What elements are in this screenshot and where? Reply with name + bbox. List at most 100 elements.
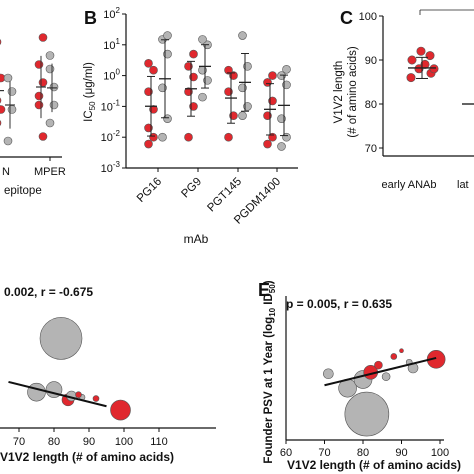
panel-e-x-tick-label: 70 — [318, 447, 330, 459]
panel-b-point — [149, 65, 158, 75]
panel-b-y-tick-label: 102 — [103, 6, 120, 21]
panel-e: E p = 0.005, r = 0.635 60 70 80 90 100 Found… — [258, 280, 461, 472]
panel-b-y-tick-label: 101 — [103, 37, 120, 52]
panel-e-x-tick-label: 80 — [357, 447, 369, 459]
panel-d-x-tick-label: 70 — [13, 436, 25, 448]
panel-a-point — [49, 82, 59, 92]
panel-c-y-tick-label: 80 — [365, 99, 377, 111]
panel-e-point — [344, 391, 390, 437]
panel-a-x-label: epitope — [4, 185, 42, 197]
panel-b-point — [238, 31, 247, 40]
panel-c-point — [429, 64, 439, 74]
panel-b-point — [184, 132, 193, 142]
panel-d-x-tick-label: 100 — [115, 436, 133, 448]
panel-c: C 70 80 90 100 V1V2 length (# of amino acid… — [333, 8, 474, 191]
panel-a-point — [34, 91, 44, 101]
panel-a-category-label: MPER — [34, 166, 66, 178]
panel-a-point — [38, 33, 48, 42]
panel-b-point — [163, 31, 172, 40]
panel-e-annotation: p = 0.005, r = 0.635 — [286, 297, 392, 311]
panel-b-point — [144, 139, 153, 149]
panel-a-point — [7, 87, 17, 96]
panel-b-y-tick-label: 10-3 — [101, 160, 121, 175]
panel-b-x-label: mAb — [184, 232, 209, 246]
panel-e-x-tick-label: 100 — [431, 447, 449, 459]
panel-a-points — [0, 33, 59, 146]
panel-b-point — [224, 65, 233, 75]
panel-b-y-label: IC50 (μg/ml) — [83, 62, 97, 122]
panel-e-axes: 60 70 80 90 100 — [280, 296, 449, 459]
panel-c-category-label: lat — [457, 179, 469, 191]
panel-d-axes: 70 80 90 100 110 — [0, 427, 216, 448]
panel-a-point — [34, 100, 44, 110]
panel-b-point — [189, 49, 198, 59]
panel-d-point — [75, 391, 82, 399]
panel-a-point — [0, 119, 2, 127]
panel-e-x-tick-label: 90 — [395, 447, 407, 459]
panel-b-point — [282, 65, 291, 74]
panel-e-letter: E — [258, 280, 270, 300]
panel-a-point — [38, 132, 48, 141]
panel-e-point — [399, 348, 404, 354]
panel-b-point — [158, 132, 167, 142]
panel-b-point — [268, 71, 277, 80]
panel-b-point — [277, 142, 286, 151]
panel-a-point — [0, 105, 6, 114]
panel-c-axes: 70 80 90 100 — [359, 11, 474, 157]
panel-a-point — [38, 78, 48, 87]
panel-d-x-tick-label: 90 — [83, 436, 95, 448]
panel-a-point — [3, 73, 13, 83]
panel-c-letter: C — [340, 8, 353, 28]
panel-a-point — [45, 51, 55, 60]
panel-b-point — [198, 35, 207, 44]
panel-e-y-label: Founder PSV at 1 Year (log10 ID50) — [263, 280, 277, 463]
panel-c-point — [416, 46, 426, 56]
panel-a: N MPER epitope — [0, 33, 66, 197]
panel-b-point — [144, 59, 153, 68]
panel-b-x-tick-label: PG16 — [135, 176, 164, 205]
panel-c-y-label: V1V2 length — [333, 61, 345, 124]
panel-e-point — [323, 368, 334, 380]
panel-a-point — [45, 118, 55, 128]
panel-c-y-tick-label: 100 — [359, 11, 377, 23]
panel-e-fit-line — [324, 356, 437, 387]
panel-e-point — [381, 372, 391, 381]
panel-b-point — [238, 111, 247, 120]
panel-c-point — [406, 73, 416, 83]
panel-d-x-tick-label: 80 — [48, 436, 60, 448]
panel-b-y-tick-label: 10-2 — [101, 129, 121, 144]
panel-d-x-label: V1V2 length (# of amino acids) — [0, 450, 174, 464]
panel-b-y-tick-label: 100 — [103, 68, 120, 83]
panel-a-point — [3, 136, 13, 146]
panel-d: 0.002, r = -0.675 70 80 90 100 110 V1V2 leng… — [0, 285, 216, 464]
panel-d-annotation: 0.002, r = -0.675 — [4, 285, 93, 299]
panel-e-x-tick-label: 60 — [280, 447, 292, 459]
panel-b-y-tick-label: 10-1 — [101, 98, 121, 113]
panel-d-point — [39, 317, 83, 360]
panel-d-point — [92, 395, 100, 402]
panel-a-point — [34, 60, 44, 69]
panel-a-point — [45, 64, 55, 74]
panel-b-point — [263, 139, 272, 149]
panel-a-point — [0, 97, 2, 104]
panel-b-point — [198, 92, 207, 102]
panel-b-x-tick-label: PGT145 — [205, 176, 244, 215]
panel-b-point — [224, 132, 233, 142]
panel-a-point — [0, 38, 2, 46]
panel-d-fit-line — [8, 380, 107, 408]
panel-b-letter: B — [84, 8, 97, 28]
panel-d-point — [27, 382, 46, 402]
panel-b-points — [144, 31, 291, 151]
panel-c-y-tick-label: 70 — [365, 143, 377, 155]
panel-a-category-label: N — [2, 166, 10, 178]
panel-d-x-tick-label: 110 — [150, 436, 168, 448]
panel-c-point — [407, 55, 417, 65]
panel-b-x-tick-label: PG9 — [179, 176, 204, 201]
panel-c-y-tick-label: 90 — [365, 55, 377, 67]
panel-e-points — [323, 348, 446, 437]
panel-c-category-label: early ANAb — [381, 179, 436, 191]
panel-c-point — [425, 51, 435, 61]
panel-d-point — [110, 399, 131, 421]
